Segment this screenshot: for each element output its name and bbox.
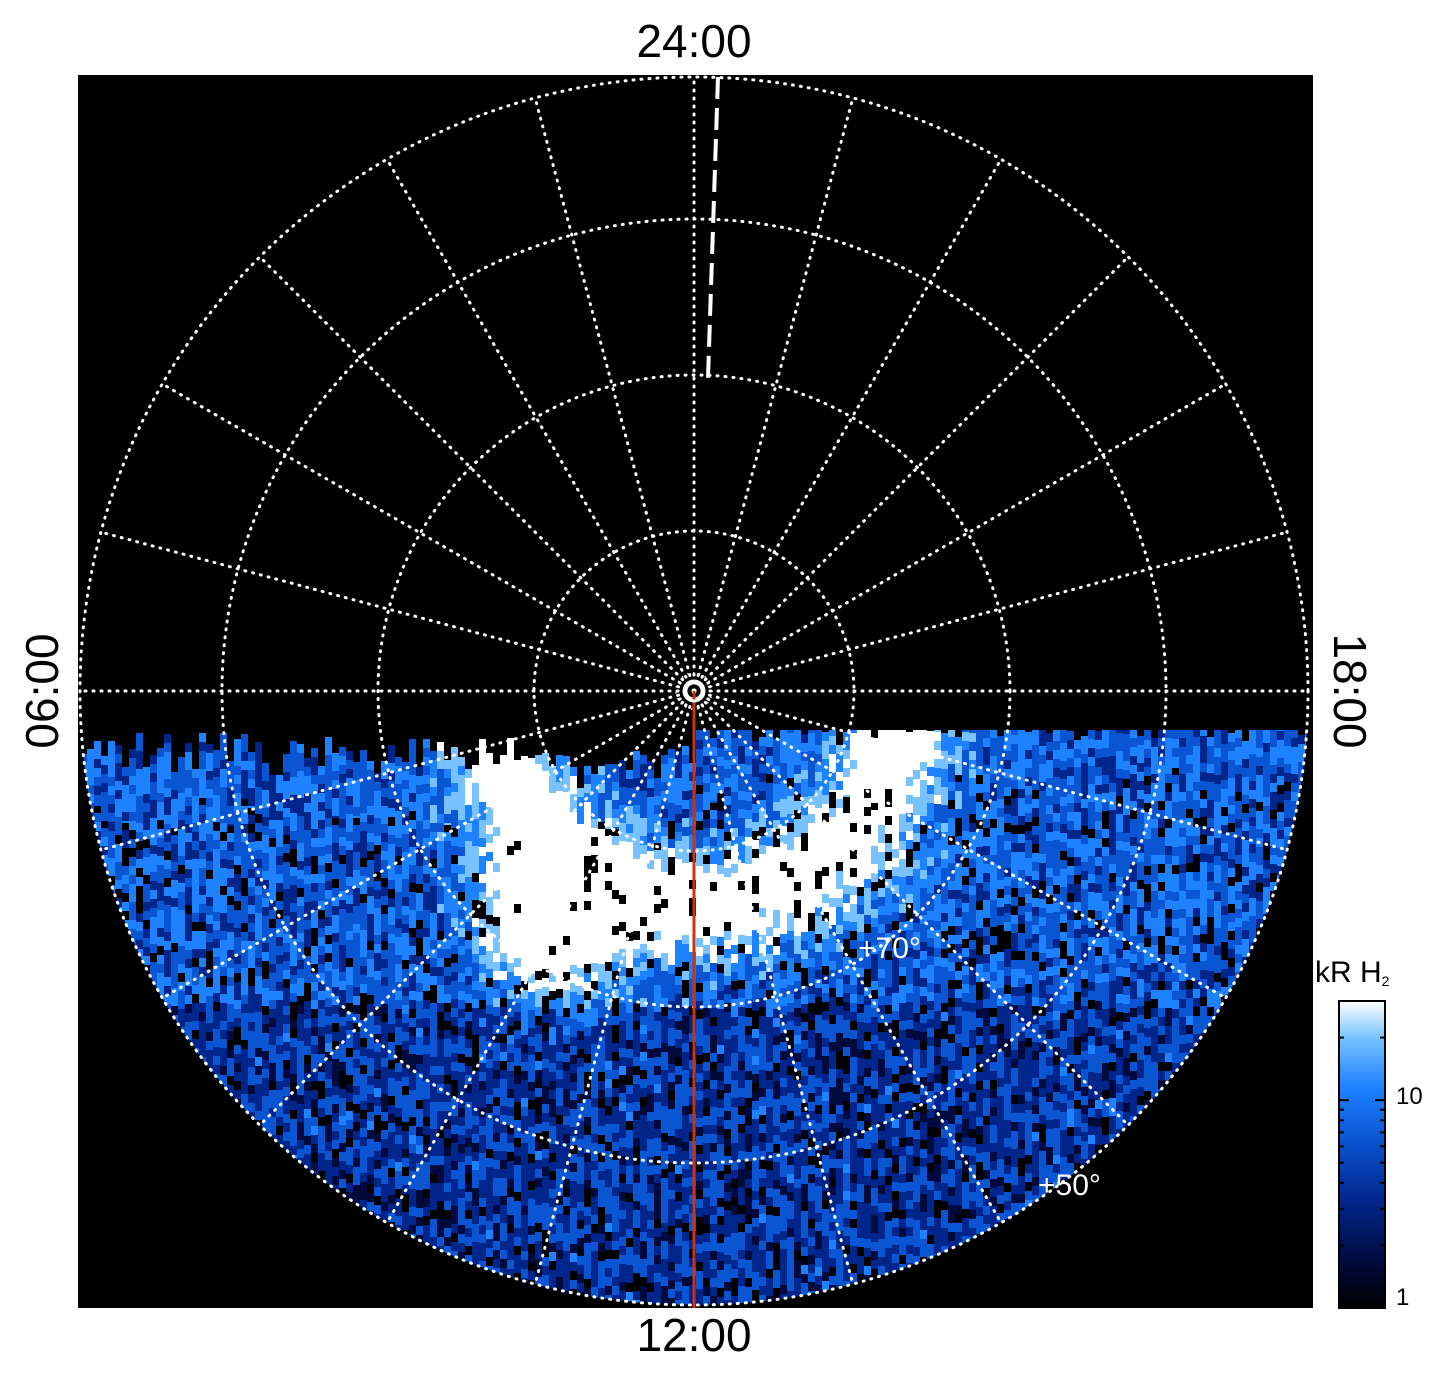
meridian-line-15 xyxy=(258,255,696,693)
colorbar-title-subscript: 2 xyxy=(1381,973,1390,989)
colorbar-tick-label-1: 1 xyxy=(1396,1284,1410,1311)
local-time-label-bottom: 12:00 xyxy=(636,1309,752,1361)
meridian-line-17 xyxy=(533,96,696,693)
meridian-line-10 xyxy=(160,689,696,1000)
local-time-label-top: 24:00 xyxy=(636,15,752,67)
meridian-line-21 xyxy=(692,255,1130,693)
meridian-line-19 xyxy=(692,96,855,693)
midnight-dashed-line xyxy=(706,76,720,379)
latitude-longitude-grid xyxy=(78,75,1310,1307)
meridian-line-16 xyxy=(385,157,696,693)
pole-ring xyxy=(675,672,713,710)
meridian-line-14 xyxy=(160,382,696,693)
colorbar-ticks xyxy=(1339,1000,1385,1309)
latitude-label-70: +70° xyxy=(858,932,921,965)
colorbar-title-main: kR H xyxy=(1315,956,1382,989)
colorbar-title: kR H2 xyxy=(1315,956,1390,989)
local-time-label-left: 06:00 xyxy=(16,633,68,749)
meridian-line-20 xyxy=(692,157,1003,693)
meridian-line-8 xyxy=(385,689,696,1225)
pole-marker-circle xyxy=(682,679,706,703)
meridian-line-22 xyxy=(692,382,1228,693)
latitude-label-50: +50° xyxy=(1038,1169,1101,1202)
meridian-line-11 xyxy=(99,689,696,852)
meridian-line-7 xyxy=(533,689,696,1286)
colorbar-gradient xyxy=(1338,1000,1386,1309)
meridian-line-13 xyxy=(99,530,696,693)
meridian-line-23 xyxy=(692,530,1289,693)
colorbar-tick-label-10: 10 xyxy=(1396,1083,1423,1110)
meridian-line-5 xyxy=(692,689,855,1286)
local-time-label-right: 18:00 xyxy=(1324,633,1376,749)
meridian-line-1 xyxy=(692,689,1289,852)
latitude-circle-3 xyxy=(78,75,1310,1307)
meridian-line-3 xyxy=(692,689,1130,1127)
meridian-line-4 xyxy=(692,689,1003,1225)
meridian-line-9 xyxy=(258,689,696,1127)
meridian-line-2 xyxy=(692,689,1228,1000)
